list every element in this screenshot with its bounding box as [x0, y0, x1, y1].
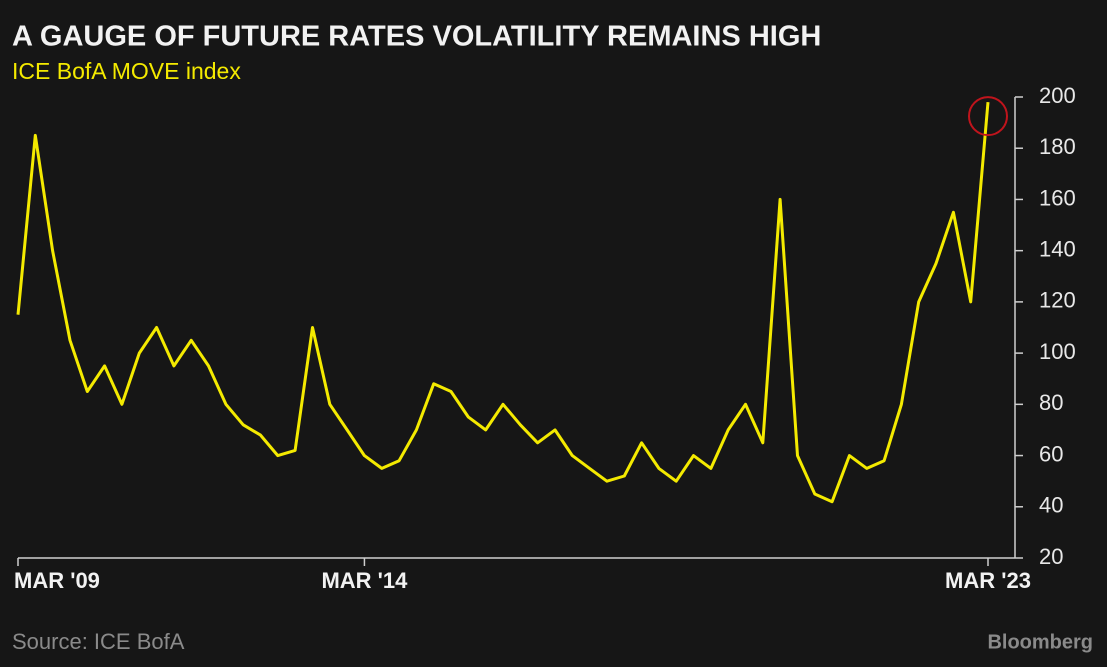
x-tick-label: MAR '23: [945, 568, 1031, 593]
x-tick-label: MAR '09: [14, 568, 100, 593]
source: Source: ICE BofA: [12, 629, 185, 654]
y-tick-label: 160: [1039, 185, 1076, 210]
y-tick-label: 40: [1039, 493, 1063, 518]
credit: Bloomberg: [987, 631, 1093, 653]
y-tick-label: 100: [1039, 339, 1076, 364]
y-tick-label: 140: [1039, 236, 1076, 261]
y-tick-label: 180: [1039, 134, 1076, 159]
y-tick-label: 120: [1039, 288, 1076, 313]
y-tick-label: 60: [1039, 441, 1063, 466]
chart-title: A GAUGE OF FUTURE RATES VOLATILITY REMAI…: [12, 21, 821, 53]
line: [16, 101, 990, 504]
highlight-circle: [968, 96, 1008, 137]
y-tick-label: 80: [1039, 390, 1063, 415]
x-tick-label: MAR '14: [321, 568, 408, 593]
y-tick-label: 20: [1039, 544, 1063, 569]
y-tick-label: 200: [1039, 83, 1076, 108]
chart-subtitle: ICE BofA MOVE index: [12, 58, 241, 84]
